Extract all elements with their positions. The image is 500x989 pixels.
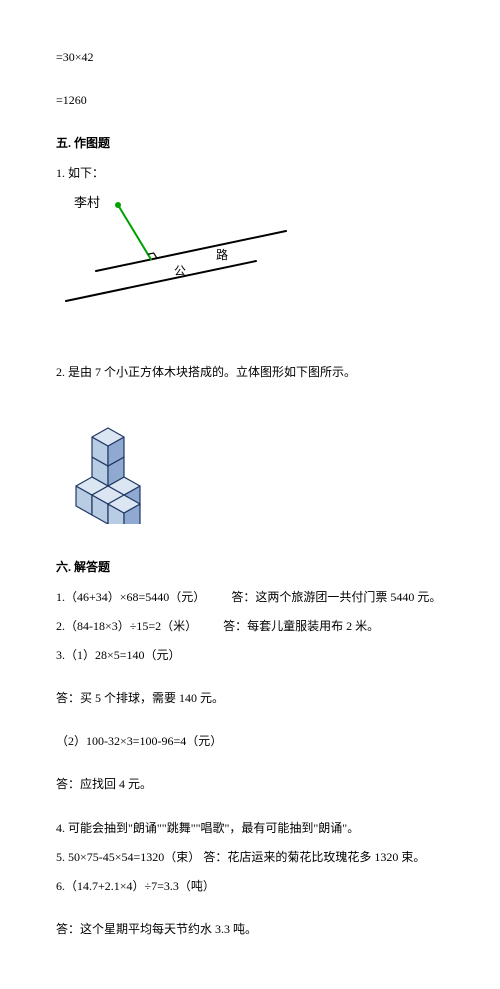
sec6-l1-expr: 1.（46+34）×68=5440（元） — [56, 590, 205, 604]
sec6-l5-expr: 5. 50×75-45×54=1320（束） — [56, 850, 200, 864]
svg-text:李村: 李村 — [74, 195, 100, 210]
svg-text:路: 路 — [216, 247, 228, 262]
sec6-a3-2: 答：应找回 4 元。 — [56, 775, 444, 794]
sec6-l1: 1.（46+34）×68=5440（元） 答：这两个旅游团一共付门票 5440 … — [56, 588, 444, 607]
sec6-l2: 2.（84-18×3）÷15=2（米） 答：每套儿童服装用布 2 米。 — [56, 617, 444, 636]
sec6-a3: 答：买 5 个排球，需要 140 元。 — [56, 689, 444, 708]
sec6-l3: 3.（1）28×5=140（元） — [56, 646, 444, 665]
figure-cube-stack — [56, 414, 444, 530]
worksheet-page: =30×42 =1260 五. 作图题 1. 如下： 李村公 路 2. 是由 7 … — [0, 0, 500, 989]
sec6-l3-2: （2）100-32×3=100-96=4（元） — [56, 732, 444, 751]
section-5-title: 五. 作图题 — [56, 134, 444, 153]
section-5-q2: 2. 是由 7 个小正方体木块搭成的。立体图形如下图所示。 — [56, 363, 444, 382]
sec6-l5-ans: 答：花店运来的菊花比玫瑰花多 1320 束。 — [203, 850, 425, 864]
sec6-l6: 6.（14.7+2.1×4）÷7=3.3（吨） — [56, 877, 444, 896]
figure-road-perpendicular: 李村公 路 — [56, 193, 444, 319]
sec6-l5: 5. 50×75-45×54=1320（束） 答：花店运来的菊花比玫瑰花多 13… — [56, 848, 444, 867]
sec6-a6: 答：这个星期平均每天节约水 3.3 吨。 — [56, 920, 444, 939]
section-5-q1: 1. 如下： — [56, 164, 444, 183]
sec6-l2-expr: 2.（84-18×3）÷15=2（米） — [56, 619, 197, 633]
section-6-title: 六. 解答题 — [56, 558, 444, 577]
sec6-l1-ans: 答：这两个旅游团一共付门票 5440 元。 — [231, 590, 441, 604]
svg-text:公: 公 — [174, 264, 186, 278]
sec6-l4: 4. 可能会抽到"朗诵""跳舞""唱歌"，最有可能抽到"朗诵"。 — [56, 819, 444, 838]
sec6-l2-ans: 答：每套儿童服装用布 2 米。 — [223, 619, 379, 633]
equation-line-1: =30×42 — [56, 48, 444, 67]
equation-line-2: =1260 — [56, 91, 444, 110]
